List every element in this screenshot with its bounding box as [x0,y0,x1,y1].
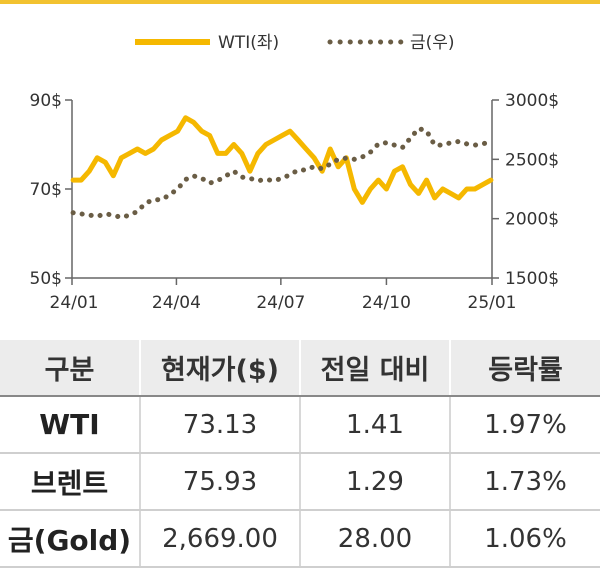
header-price: 현재가($) [140,340,301,397]
x-tick-label: 24/07 [256,293,305,313]
table-row: 브렌트 75.93 1.29 1.73% [0,453,600,511]
row-label: 금(Gold) [0,510,141,568]
right-y-tick-label: 1500$ [505,269,559,289]
wti-series-line [70,115,494,205]
row-price: 73.13 [140,396,301,454]
left-y-tick-label: 50$ [30,269,62,289]
left-y-tick-label: 70$ [30,180,62,200]
row-rate: 1.06% [450,510,600,568]
row-change: 1.41 [300,396,451,454]
x-tick-label: 24/04 [152,293,201,313]
right-y-tick-label: 2500$ [505,150,559,170]
price-table: 구분 현재가($) 전일 대비 등락률 WTI 73.13 1.41 1.97%… [0,340,600,568]
chart-legend: WTI(좌) 금(우) [135,33,455,53]
x-tick-label: 24/01 [50,293,99,313]
row-change: 1.29 [300,453,451,511]
row-price: 75.93 [140,453,301,511]
top-accent-bar [0,0,600,4]
table-header-row: 구분 현재가($) 전일 대비 등락률 [0,340,600,397]
right-y-tick-label: 2000$ [505,210,559,230]
gold-series-line [70,126,494,220]
row-rate: 1.73% [450,453,600,511]
x-tick-label: 24/10 [362,293,411,313]
table-row: WTI 73.13 1.41 1.97% [0,396,600,454]
x-tick-label: 25/01 [468,293,517,313]
row-rate: 1.97% [450,396,600,454]
chart-series [70,115,494,220]
legend-gold-label: 금(우) [410,33,455,53]
right-y-tick-label: 3000$ [505,91,559,111]
header-change: 전일 대비 [300,340,451,397]
chart-axes: 50$ 70$ 90$ 1500$ 2000$ 2500$ 3000$ 24/01 24/04 2… [30,91,560,313]
dual-axis-line-chart: WTI(좌) 금(우) 50$ 70$ 90$ 1500$ 2000$ 2500$ 3000… [30,33,560,313]
legend-wti-label: WTI(좌) [218,33,279,53]
header-category: 구분 [0,340,141,397]
left-y-tick-label: 90$ [30,91,62,111]
row-label: WTI [0,396,141,454]
header-rate: 등락률 [450,340,600,397]
row-label: 브렌트 [0,453,141,511]
row-change: 28.00 [300,510,451,568]
table-row: 금(Gold) 2,669.00 28.00 1.06% [0,510,600,568]
row-price: 2,669.00 [140,510,301,568]
